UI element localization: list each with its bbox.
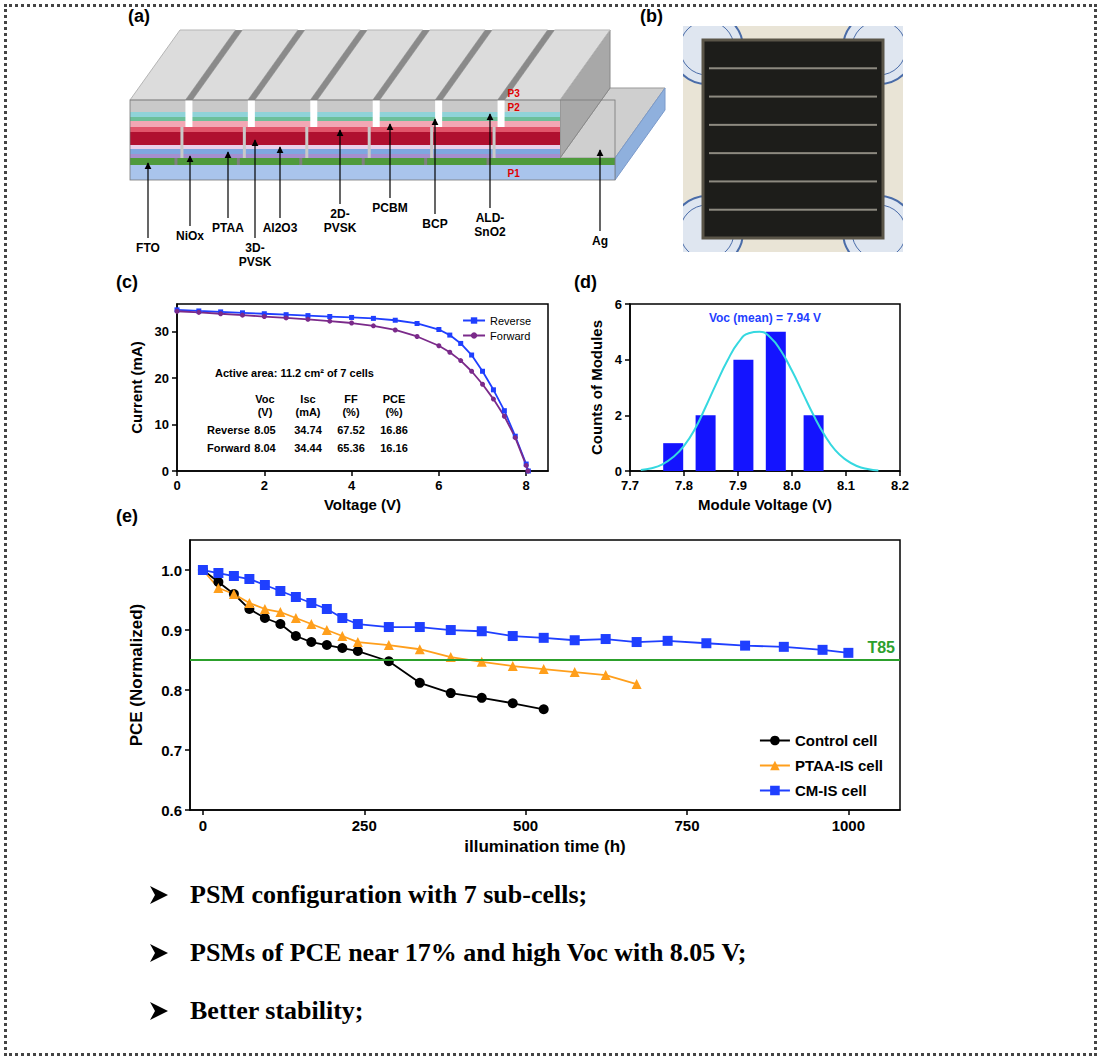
svg-text:Module Voltage (V): Module Voltage (V) bbox=[698, 496, 832, 513]
svg-text:Forward: Forward bbox=[490, 330, 530, 342]
svg-text:0.7: 0.7 bbox=[161, 742, 182, 759]
svg-text:Control cell: Control cell bbox=[795, 732, 878, 749]
svg-text:7.7: 7.7 bbox=[621, 478, 639, 493]
svg-text:4: 4 bbox=[615, 352, 623, 367]
svg-text:30: 30 bbox=[155, 324, 169, 339]
svg-text:250: 250 bbox=[352, 817, 377, 834]
svg-text:(%): (%) bbox=[342, 406, 359, 418]
svg-text:Reverse: Reverse bbox=[490, 315, 531, 327]
svg-text:16.16: 16.16 bbox=[380, 442, 408, 454]
svg-text:FF: FF bbox=[344, 393, 358, 405]
svg-text:BCP: BCP bbox=[422, 217, 447, 231]
svg-text:0: 0 bbox=[173, 478, 180, 493]
svg-text:Isc: Isc bbox=[300, 393, 315, 405]
svg-text:7.8: 7.8 bbox=[675, 478, 693, 493]
svg-text:Current (mA): Current (mA) bbox=[128, 341, 145, 434]
svg-text:(V): (V) bbox=[258, 406, 273, 418]
svg-text:ALD-SnO2: ALD-SnO2 bbox=[474, 211, 506, 239]
svg-text:20: 20 bbox=[155, 371, 169, 386]
svg-text:8: 8 bbox=[523, 478, 530, 493]
svg-text:0: 0 bbox=[615, 464, 622, 479]
svg-text:65.36: 65.36 bbox=[337, 442, 365, 454]
html-text:PSMs of PCE near 17% and high: PSMs of PCE near 17% and high Voc with 8… bbox=[190, 938, 747, 967]
svg-text:0.6: 0.6 bbox=[161, 802, 182, 819]
svg-text:4: 4 bbox=[348, 478, 356, 493]
svg-text:Voltage (V): Voltage (V) bbox=[324, 496, 401, 513]
svg-text:P3: P3 bbox=[508, 88, 521, 99]
svg-text:(%): (%) bbox=[385, 406, 402, 418]
svg-text:750: 750 bbox=[674, 817, 699, 834]
svg-text:8.0: 8.0 bbox=[783, 478, 801, 493]
svg-text:7.9: 7.9 bbox=[729, 478, 747, 493]
svg-text:Al2O3: Al2O3 bbox=[263, 221, 298, 235]
html-text:(d): (d) bbox=[574, 272, 597, 292]
svg-text:Forward: Forward bbox=[207, 442, 250, 454]
svg-text:FTO: FTO bbox=[136, 241, 160, 255]
svg-text:Ag: Ag bbox=[592, 234, 608, 248]
svg-text:T85: T85 bbox=[867, 639, 895, 656]
svg-text:34.44: 34.44 bbox=[294, 442, 322, 454]
svg-text:16.86: 16.86 bbox=[380, 424, 408, 436]
svg-text:0.9: 0.9 bbox=[161, 622, 182, 639]
svg-text:6: 6 bbox=[615, 297, 622, 312]
svg-text:67.52: 67.52 bbox=[337, 424, 365, 436]
svg-text:Reverse: Reverse bbox=[207, 424, 250, 436]
svg-text:(mA): (mA) bbox=[295, 406, 320, 418]
html-text:PSM configuration with 7 sub-c: PSM configuration with 7 sub-cells; bbox=[190, 880, 588, 909]
svg-text:Counts of Modules: Counts of Modules bbox=[588, 320, 605, 455]
svg-text:0: 0 bbox=[199, 817, 207, 834]
svg-text:10: 10 bbox=[155, 417, 169, 432]
svg-text:2D-PVSK: 2D-PVSK bbox=[324, 207, 357, 235]
svg-text:2: 2 bbox=[261, 478, 268, 493]
html-text:(c): (c) bbox=[116, 272, 138, 292]
svg-text:8.04: 8.04 bbox=[254, 442, 276, 454]
svg-text:0: 0 bbox=[162, 464, 169, 479]
svg-text:3D-PVSK: 3D-PVSK bbox=[239, 241, 272, 269]
svg-text:8.1: 8.1 bbox=[837, 478, 855, 493]
svg-text:Voc (mean) = 7.94 V: Voc (mean) = 7.94 V bbox=[709, 311, 821, 325]
svg-text:Voc: Voc bbox=[255, 393, 274, 405]
svg-text:PCE (Normalized): PCE (Normalized) bbox=[127, 604, 146, 747]
svg-text:PTAA: PTAA bbox=[212, 221, 244, 235]
svg-text:PCBM: PCBM bbox=[372, 201, 407, 215]
svg-text:Active area: 11.2 cm² of 7 cel: Active area: 11.2 cm² of 7 cells bbox=[215, 367, 374, 379]
svg-text:8.05: 8.05 bbox=[254, 424, 275, 436]
html-text:(b): (b) bbox=[640, 6, 663, 26]
svg-text:CM-IS cell: CM-IS cell bbox=[795, 782, 867, 799]
svg-text:6: 6 bbox=[435, 478, 442, 493]
svg-text:PCE: PCE bbox=[383, 393, 406, 405]
svg-text:P2: P2 bbox=[508, 102, 521, 113]
svg-text:500: 500 bbox=[513, 817, 538, 834]
svg-text:NiOx: NiOx bbox=[176, 229, 204, 243]
svg-text:0.8: 0.8 bbox=[161, 682, 182, 699]
svg-text:1000: 1000 bbox=[832, 817, 865, 834]
svg-text:PTAA-IS cell: PTAA-IS cell bbox=[795, 757, 883, 774]
html-text:(e): (e) bbox=[116, 506, 138, 526]
svg-text:2: 2 bbox=[615, 408, 622, 423]
svg-text:P1: P1 bbox=[508, 168, 521, 179]
svg-text:illumination time (h): illumination time (h) bbox=[464, 837, 626, 856]
svg-text:34.74: 34.74 bbox=[294, 424, 322, 436]
svg-text:8.2: 8.2 bbox=[891, 478, 909, 493]
svg-text:1.0: 1.0 bbox=[161, 562, 182, 579]
html-text:(a): (a) bbox=[128, 6, 150, 26]
html-text:Better stability;: Better stability; bbox=[190, 996, 364, 1025]
